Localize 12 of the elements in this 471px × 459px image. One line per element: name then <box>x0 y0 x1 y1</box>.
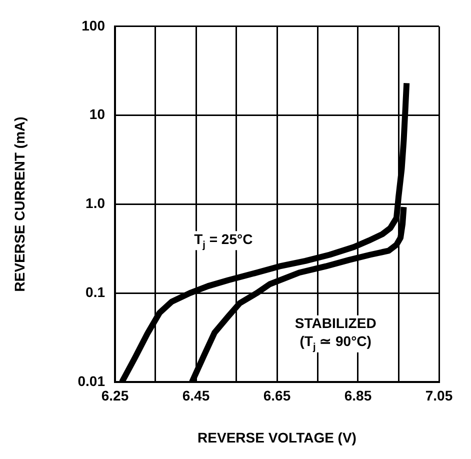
x-tick-label: 6.65 <box>263 387 291 404</box>
x-tick-label: 6.45 <box>182 387 210 404</box>
x-tick-label: 6.25 <box>101 387 129 404</box>
x-axis-title: REVERSE VOLTAGE (V) <box>198 429 356 446</box>
y-axis-title: REVERSE CURRENT (mA) <box>11 116 28 292</box>
y-tick-label: 10 <box>89 106 106 122</box>
y-tick-label: 0.01 <box>78 372 106 389</box>
y-tick-label: 0.1 <box>86 284 106 300</box>
x-tick-label: 6.85 <box>344 387 372 404</box>
x-tick-label: 7.05 <box>425 387 453 404</box>
y-tick-label: 100 <box>82 17 106 34</box>
y-tick-label: 1.0 <box>86 195 106 212</box>
